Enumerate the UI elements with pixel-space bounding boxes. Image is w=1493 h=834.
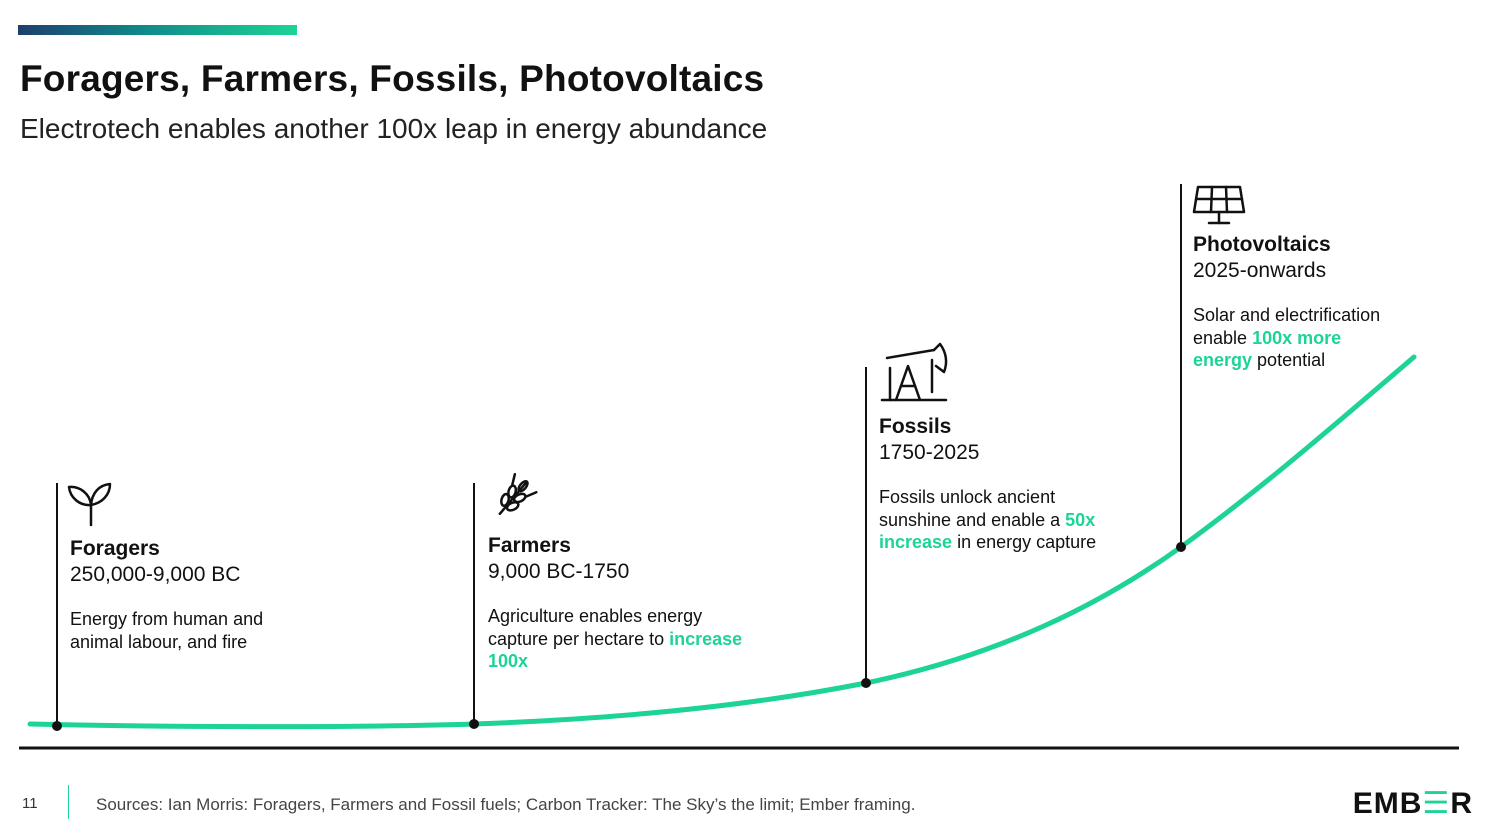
- stage-farmers: Farmers 9,000 BC-1750 Agriculture enable…: [488, 533, 758, 673]
- foragers-marker-dot: [52, 721, 62, 731]
- stage-description: Agriculture enables energy capture per h…: [488, 605, 758, 673]
- description-text: Solar and electrification enable: [1193, 305, 1381, 348]
- stage-period: 9,000 BC-1750: [488, 560, 630, 583]
- stage-name: Photovoltaics: [1193, 233, 1331, 256]
- description-text-end: potential: [1257, 350, 1326, 370]
- description-highlight: 100x more energy: [1193, 327, 1342, 371]
- stage-period: 250,000-9,000 BC: [70, 563, 241, 586]
- ember-logo: EMB☰R: [1353, 786, 1473, 821]
- description-highlight: 50x increase: [879, 509, 1096, 553]
- stage-fossils: Fossils 1750-2025 Fossils unlock ancient…: [879, 414, 1109, 554]
- footer-divider: [68, 785, 69, 819]
- description-text: Energy from human and animal labour, and…: [70, 609, 264, 652]
- stage-period: 1750-2025: [879, 441, 980, 464]
- stage-name: Farmers: [488, 534, 571, 557]
- oil-pump-icon: [880, 342, 948, 402]
- description-text: Fossils unlock ancient sunshine and enab…: [879, 487, 1061, 530]
- page-number: 11: [22, 795, 38, 812]
- stage-name: Fossils: [879, 415, 952, 438]
- logo-text-right: R: [1450, 787, 1473, 820]
- stage-description: Fossils unlock ancient sunshine and enab…: [879, 486, 1109, 554]
- logo-text-left: EMB: [1352, 787, 1423, 820]
- sources-note: Sources: Ian Morris: Foragers, Farmers a…: [96, 795, 916, 814]
- stage-photovoltaics: Photovoltaics 2025-onwards Solar and ele…: [1193, 232, 1403, 372]
- logo-e-mark: ☰: [1422, 787, 1451, 820]
- wheat-icon: [498, 472, 538, 516]
- description-text-end: in energy capture: [957, 532, 1097, 552]
- fossils-marker-dot: [861, 678, 871, 688]
- description-highlight: increase 100x: [488, 628, 743, 672]
- stage-description: Energy from human and animal labour, and…: [70, 608, 310, 653]
- stage-name: Foragers: [70, 537, 160, 560]
- stage-foragers: Foragers 250,000-9,000 BC Energy from hu…: [70, 536, 310, 653]
- page-subtitle: Electrotech enables another 100x leap in…: [20, 113, 768, 144]
- page-title: Foragers, Farmers, Fossils, Photovoltaic…: [20, 58, 765, 99]
- title-accent-bar: [18, 25, 297, 35]
- stage-period: 2025-onwards: [1193, 259, 1327, 282]
- stage-description: Solar and electrification enable 100x mo…: [1193, 304, 1403, 372]
- description-text: Agriculture enables energy capture per h…: [488, 606, 703, 649]
- solar-panel-icon: [1192, 185, 1246, 225]
- sprout-icon: [67, 482, 112, 527]
- energy-growth-curve: [27, 354, 1417, 730]
- photovoltaics-marker-dot: [1176, 542, 1186, 552]
- farmers-marker-dot: [469, 719, 479, 729]
